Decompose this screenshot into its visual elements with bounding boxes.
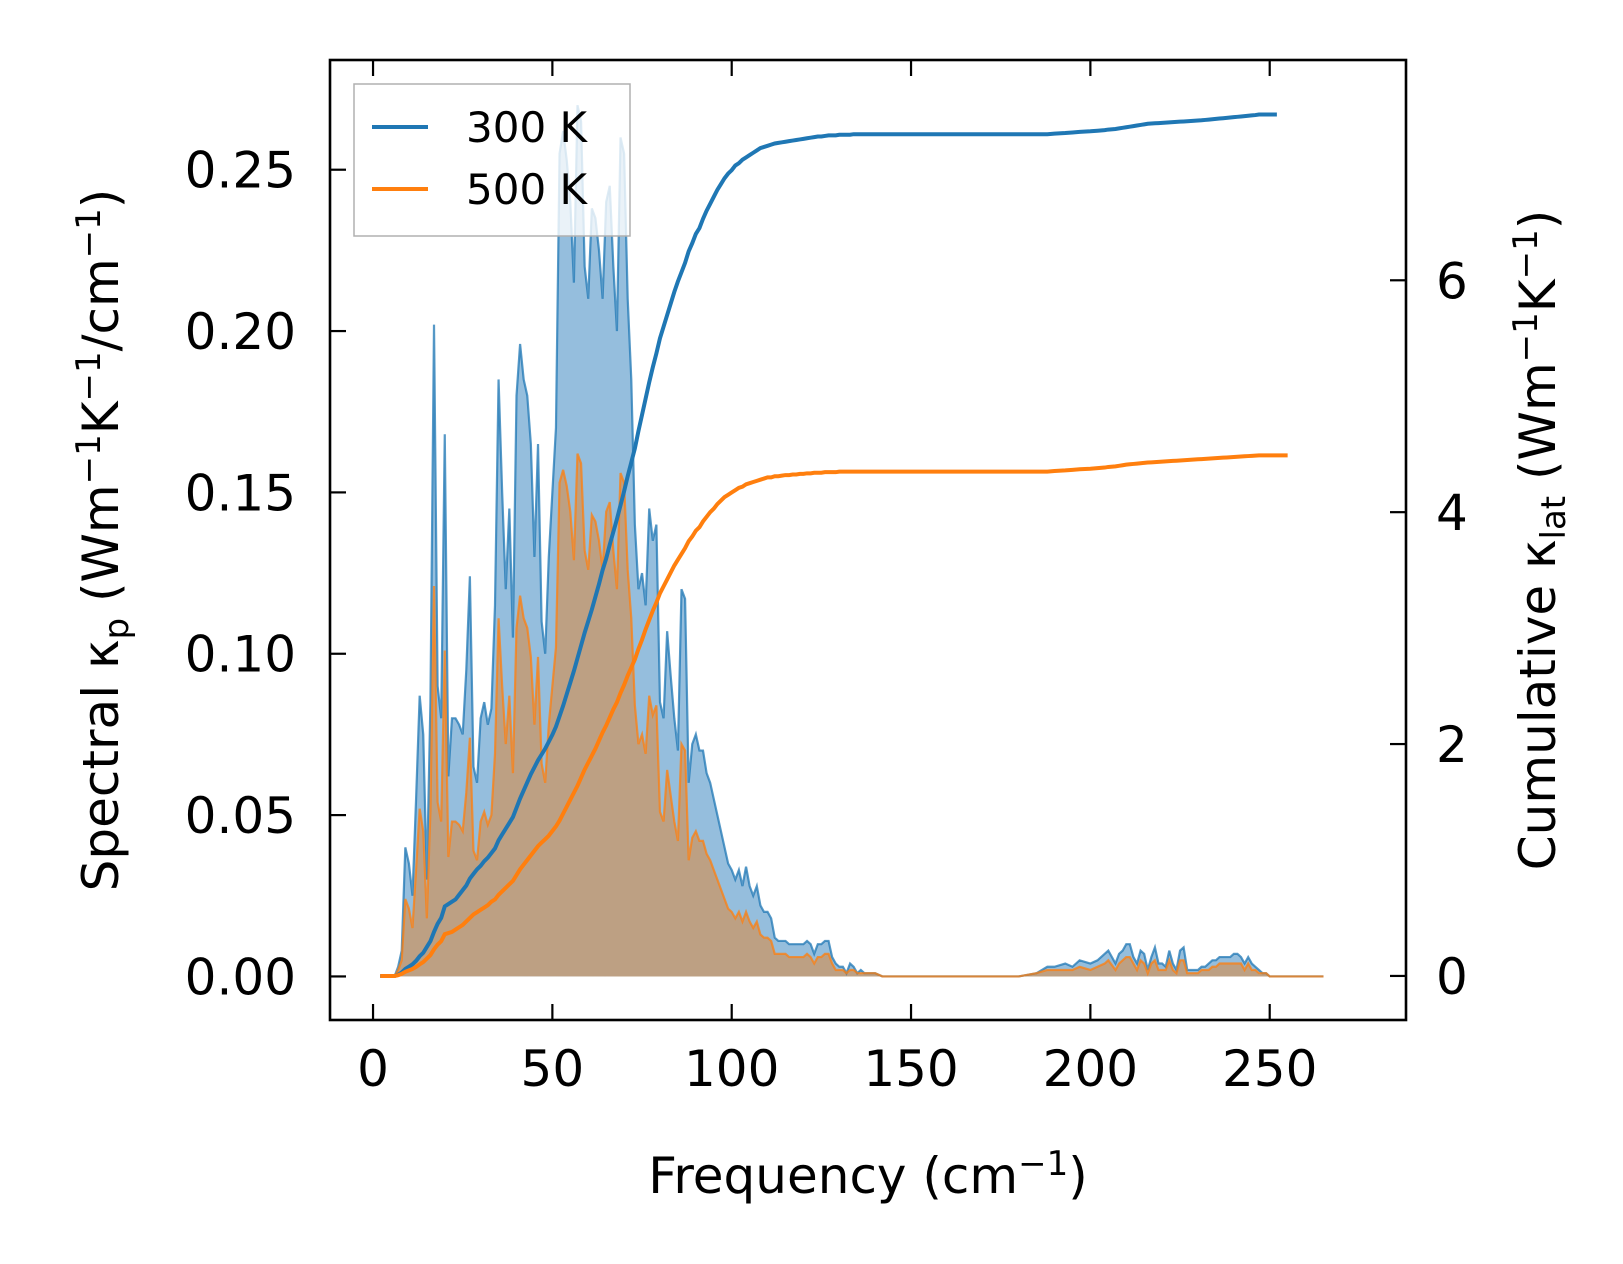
spectral-line-300k: [380, 104, 1324, 978]
y-axis-left-title: Spectral κp (Wm−1K−1/cm−1): [69, 189, 137, 892]
x-tick-label: 250: [1222, 1040, 1317, 1098]
y-left-tick-label: 0.05: [185, 787, 296, 845]
cumulative-line-500k: [380, 453, 1288, 978]
x-tick-label: 50: [521, 1040, 585, 1098]
y-left-tick-label: 0.20: [185, 303, 296, 361]
y-axis-right-title: Cumulative κlat (Wm−1K−1): [1506, 210, 1574, 870]
y-right-tick-label: 4: [1436, 484, 1468, 542]
axis-ticks: 0 50 100 150 200 250 0.00 0.05 0.10 0.15 0.20 0.25 0…: [185, 60, 1468, 1098]
x-tick-label: 150: [863, 1040, 958, 1098]
spectral-line-500k: [380, 453, 1324, 978]
legend-label-500k: 500 K: [466, 165, 589, 214]
y-left-tick-label: 0.25: [185, 142, 296, 200]
x-tick-label: 100: [684, 1040, 779, 1098]
legend-box: [353, 83, 631, 237]
y-right-tick-label: 2: [1436, 716, 1468, 774]
plot-frame: [328, 58, 1408, 1022]
legend-label-300k: 300 K: [466, 103, 589, 152]
series-lines: [380, 104, 1324, 978]
y-left-tick-label: 0.10: [185, 626, 296, 684]
y-right-tick-label: 6: [1436, 252, 1468, 310]
y-right-tick-label: 0: [1436, 948, 1468, 1006]
legend: 300 K 500 K: [353, 83, 631, 237]
x-tick-label: 0: [357, 1040, 389, 1098]
x-axis-title: Frequency (cm−1): [648, 1144, 1088, 1205]
y-left-tick-label: 0.00: [185, 948, 296, 1006]
cumulative-line-300k: [380, 112, 1277, 978]
x-tick-label: 200: [1043, 1040, 1138, 1098]
y-left-tick-label: 0.15: [185, 464, 296, 522]
